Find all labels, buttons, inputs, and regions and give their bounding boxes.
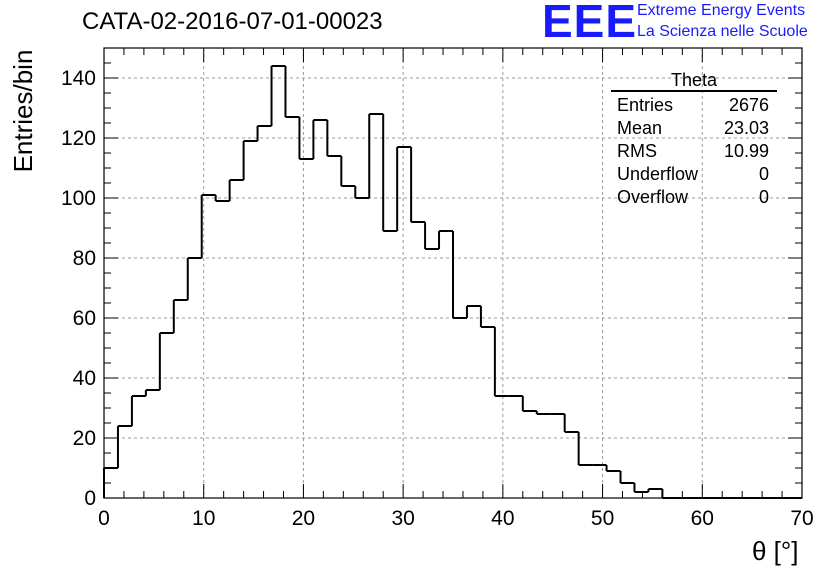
stats-value: 23.03: [723, 118, 769, 138]
y-tick-label: 140: [61, 67, 96, 90]
y-axis-label: Entries/bin: [8, 49, 38, 173]
x-tick-label: 0: [98, 507, 110, 530]
chart-title: CATA-02-2016-07-01-00023: [82, 8, 383, 35]
x-tick-label: 40: [491, 507, 514, 530]
logo-text-line2: La Scienza nelle Scuole: [637, 23, 808, 40]
stats-value: 2676: [728, 95, 769, 115]
stats-value: 0: [758, 187, 769, 207]
stats-row-overflow: Overflow 0: [611, 186, 777, 209]
y-tick-label: 80: [73, 247, 96, 270]
stats-row-entries: Entries 2676: [611, 94, 777, 117]
stats-value: 0: [758, 164, 769, 184]
y-tick-label: 40: [73, 367, 96, 390]
stats-label: Mean: [617, 118, 663, 138]
y-tick-label: 20: [73, 427, 96, 450]
stats-label: RMS: [617, 141, 657, 161]
stats-header: Theta: [611, 70, 777, 92]
logo-text-line1: Extreme Energy Events: [637, 2, 806, 19]
x-tick-label: 50: [591, 507, 614, 530]
x-tick-label: 60: [691, 507, 714, 530]
stats-value: 10.99: [723, 141, 769, 161]
stats-row-rms: RMS 10.99: [611, 140, 777, 163]
x-tick-label: 20: [292, 507, 315, 530]
y-tick-label: 60: [73, 307, 96, 330]
x-tick-label: 30: [391, 507, 414, 530]
stats-label: Overflow: [617, 187, 689, 207]
y-tick-label: 100: [61, 187, 96, 210]
x-tick-label: 10: [192, 507, 215, 530]
y-tick-label: 0: [84, 487, 96, 510]
stats-row-underflow: Underflow 0: [611, 163, 777, 186]
y-tick-label: 120: [61, 127, 96, 150]
stats-box: Theta Entries 2676 Mean 23.03 RMS 10.99 …: [611, 70, 777, 209]
x-tick-label: 70: [790, 507, 813, 530]
stats-label: Entries: [617, 95, 674, 115]
eee-logo: EEE: [542, 0, 638, 47]
stats-row-mean: Mean 23.03: [611, 117, 777, 140]
x-axis-label: θ [°]: [752, 536, 799, 566]
stats-label: Underflow: [617, 164, 699, 184]
